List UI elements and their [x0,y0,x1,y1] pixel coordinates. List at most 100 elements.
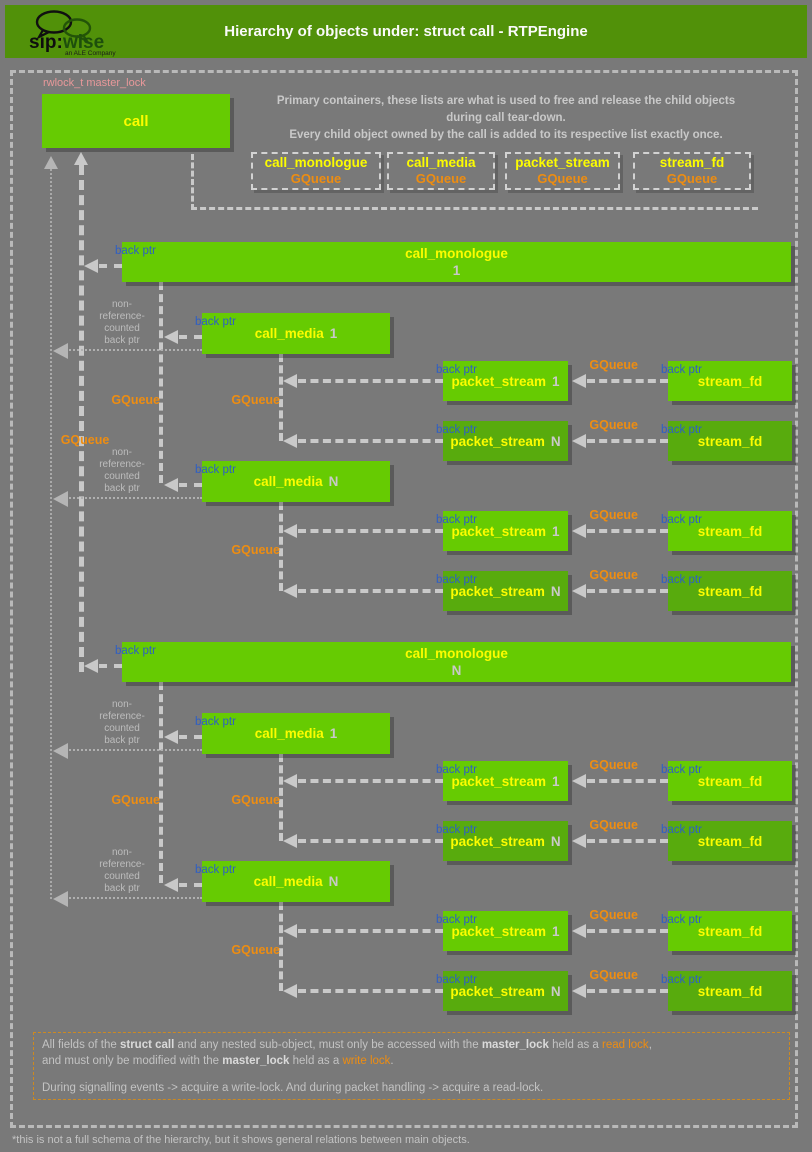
arrow-left-icon [283,584,297,598]
non-ref-backptr-arrow [66,497,202,499]
queue-box-label: call_monologue [264,155,368,170]
media-stream-gqueue-line [279,502,283,591]
gqueue-label: GQueue [589,818,638,832]
back-ptr-label: back ptr [195,464,236,476]
arrow-left-icon [53,491,68,507]
fd-queue-arrow [587,439,668,443]
queue-box-call-media: call_media GQueue [387,152,495,190]
queue-box-type: GQueue [666,171,718,186]
queue-box-type: GQueue [290,171,342,186]
node-label: packet_stream [451,523,547,539]
diagram-border [10,70,798,1128]
back-ptr-label: back ptr [661,974,702,986]
call-monologue-gqueue-line [79,165,84,672]
arrow-left-icon [572,984,586,998]
gqueue-label: GQueue [589,508,638,522]
arrow-left-icon [283,374,297,388]
header-bar: sip: wise an ALE Company Hierarchy of ob… [5,5,807,58]
node-label: stream_fd [697,773,763,789]
bracket-line [191,154,194,210]
queue-box-call-monologue: call_monologue GQueue [251,152,381,190]
node-label: stream_fd [697,923,763,939]
arrow-left-icon [283,434,297,448]
lock-rules-line1: All fields of the struct call and any ne… [42,1039,652,1051]
node-label: packet_stream [451,373,547,389]
back-ptr-label: back ptr [436,424,477,436]
node-stream-fd: stream_fd [668,361,792,401]
gqueue-label: GQueue [589,968,638,982]
sipwise-logo: sip: wise an ALE Company [29,10,116,57]
non-ref-backptr-arrow [66,897,202,899]
back-ptr-label: back ptr [661,424,702,436]
arrow-left-icon [572,374,586,388]
node-label: call_monologue [405,246,508,261]
arrow-left-icon [283,924,297,938]
node-stream-fd: stream_fd [668,761,792,801]
non-ref-backptr-arrow [66,349,202,351]
media-stream-gqueue-line [279,354,283,441]
logo-tagline: an ALE Company [65,50,116,57]
node-call-monologue-n: call_monologue N [122,642,791,682]
back-ptr-label: back ptr [661,764,702,776]
node-stream-fd: stream_fd [668,911,792,951]
back-ptr-label: back ptr [661,514,702,526]
node-label: stream_fd [697,523,763,539]
arrow-left-icon [572,524,586,538]
stream-queue-arrow [298,779,443,783]
back-ptr-label: back ptr [661,824,702,836]
stream-queue-arrow [298,989,443,993]
fd-queue-arrow [587,989,668,993]
node-index: N [328,874,339,889]
node-index: N [451,663,462,678]
node-label: call_monologue [405,646,508,661]
non-ref-note: non- reference- counted back ptr [99,299,145,346]
gqueue-label: GQueue [589,758,638,772]
back-ptr-label: back ptr [661,574,702,586]
node-label: packet_stream [451,773,547,789]
fd-queue-arrow [587,529,668,533]
node-index: N [328,474,339,489]
gqueue-label: GQueue [111,393,160,407]
speech-bubble-icon [35,10,73,34]
speech-bubble-green-tail-icon [76,34,91,44]
arrow-left-icon [53,343,68,359]
arrow-left-icon [283,984,297,998]
node-index: N [550,833,561,849]
speech-bubble-tail-icon [36,29,50,40]
back-ptr-label: back ptr [195,716,236,728]
arrow-left-icon [283,524,297,538]
primary-containers-note: Primary containers, these lists are what… [276,95,736,141]
fd-queue-arrow [587,929,668,933]
lock-rules-note: All fields of the struct call and any ne… [33,1032,790,1100]
back-ptr-label: back ptr [436,574,477,586]
back-ptr-label: back ptr [436,364,477,376]
gqueue-label: GQueue [589,568,638,582]
back-ptr-arrow [99,664,122,668]
node-index: 1 [552,523,560,539]
back-ptr-arrow [179,483,202,487]
node-call-monologue-1: call_monologue 1 [122,242,791,282]
node-stream-fd: stream_fd [668,421,792,461]
node-packet-stream-n: packet_stream N [443,571,568,611]
arrow-left-icon [572,434,586,448]
node-packet-stream-n: packet_stream N [443,821,568,861]
back-ptr-label: back ptr [436,974,477,986]
node-call: call [42,94,230,148]
node-packet-stream-1: packet_stream 1 [443,511,568,551]
node-label: packet_stream [450,583,545,599]
gqueue-label: GQueue [589,358,638,372]
node-index: N [550,433,561,449]
node-packet-stream-1: packet_stream 1 [443,911,568,951]
bracket-line [191,207,758,210]
arrow-left-icon [283,834,297,848]
stream-queue-arrow [298,379,443,383]
node-label: stream_fd [697,583,763,599]
node-stream-fd: stream_fd [668,511,792,551]
back-ptr-label: back ptr [436,764,477,776]
non-ref-note: non- reference- counted back ptr [99,699,145,746]
back-ptr-label: back ptr [436,914,477,926]
lock-rules-line2: and must only be modified with the maste… [42,1054,394,1067]
gqueue-label: GQueue [111,793,160,807]
arrow-left-icon [84,259,98,273]
node-label: packet_stream [451,923,547,939]
